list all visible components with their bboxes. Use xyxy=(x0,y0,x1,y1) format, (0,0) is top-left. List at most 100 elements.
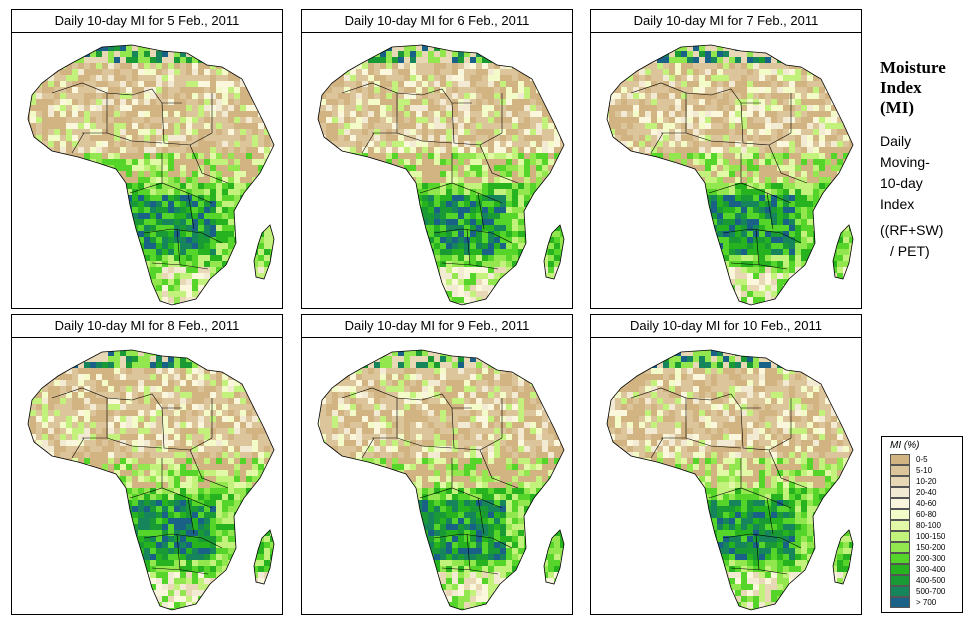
desc-line: Daily xyxy=(880,133,912,149)
legend-label: 100-150 xyxy=(916,532,946,541)
country-border xyxy=(106,393,182,409)
country-border xyxy=(143,228,223,244)
africa-map xyxy=(606,349,854,611)
legend-title: MI (%) xyxy=(890,440,920,451)
panel-title: Daily 10-day MI for 6 Feb., 2011 xyxy=(302,10,572,33)
country-border xyxy=(51,82,108,133)
country-border xyxy=(479,144,519,184)
panel-title: Daily 10-day MI for 5 Feb., 2011 xyxy=(12,10,282,33)
country-border xyxy=(466,228,471,266)
legend-label: 40-60 xyxy=(916,499,937,508)
country-border xyxy=(722,228,802,244)
legend-label: 150-200 xyxy=(916,543,946,552)
legend-label: 60-80 xyxy=(916,510,937,519)
legend-swatch xyxy=(890,564,910,575)
country-border xyxy=(477,192,485,230)
legend-swatch xyxy=(890,597,910,608)
country-border xyxy=(419,182,503,204)
moisture-raster xyxy=(607,350,853,610)
moisture-raster xyxy=(607,45,853,305)
africa-outline xyxy=(606,349,854,611)
legend-label: 400-500 xyxy=(916,576,946,585)
legend-swatch xyxy=(890,487,910,498)
country-border xyxy=(143,533,223,549)
country-border xyxy=(451,407,503,451)
country-border xyxy=(176,228,181,266)
country-border xyxy=(82,132,163,144)
country-border xyxy=(630,82,687,133)
legend-label: 80-100 xyxy=(916,521,941,530)
legend-label: 20-40 xyxy=(916,488,937,497)
legend: MI (%) 0-5 5-10 10-20 20-40 40-60 60-80 80-100… xyxy=(881,436,963,613)
formula-line: ((RF+SW) xyxy=(880,222,944,238)
legend-swatch xyxy=(890,498,910,509)
legend-label: 200-300 xyxy=(916,554,946,563)
legend-label: 300-400 xyxy=(916,565,946,574)
legend-swatch xyxy=(890,542,910,553)
legend-swatch xyxy=(890,465,910,476)
desc-line: 10-day xyxy=(880,175,923,191)
africa-map xyxy=(317,349,565,611)
country-border xyxy=(396,393,472,409)
side-title-line: Index xyxy=(880,78,922,97)
africa-outline xyxy=(606,44,854,306)
side-title-line: Moisture xyxy=(880,58,946,77)
legend-label: > 700 xyxy=(916,598,937,607)
country-border xyxy=(151,567,209,575)
country-border xyxy=(685,88,761,104)
country-border xyxy=(755,228,760,266)
country-border xyxy=(187,497,195,535)
map-panel-3: Daily 10-day MI for 7 Feb., 2011 xyxy=(590,9,862,309)
desc-line: Index xyxy=(880,196,915,212)
country-border xyxy=(730,262,788,270)
legend-label: 0-5 xyxy=(916,455,928,464)
country-border xyxy=(708,182,792,204)
country-border xyxy=(187,192,195,230)
country-border xyxy=(768,144,808,184)
country-border xyxy=(433,228,513,244)
country-border xyxy=(176,533,181,571)
panel-title: Daily 10-day MI for 10 Feb., 2011 xyxy=(591,315,861,338)
country-border xyxy=(441,567,499,575)
legend-swatch xyxy=(890,520,910,531)
country-border xyxy=(161,102,213,146)
side-title: Moisture Index (MI) xyxy=(880,58,946,118)
country-border xyxy=(766,192,774,230)
country-border xyxy=(768,449,808,489)
country-border xyxy=(661,437,742,449)
africa-outline xyxy=(27,349,275,611)
country-border xyxy=(189,144,229,184)
country-border xyxy=(106,88,182,104)
moisture-raster xyxy=(318,45,564,305)
country-border xyxy=(477,497,485,535)
africa-map xyxy=(317,44,565,306)
country-border xyxy=(451,102,503,146)
side-title-line: (MI) xyxy=(880,98,914,117)
moisture-raster xyxy=(28,350,274,610)
panel-title: Daily 10-day MI for 8 Feb., 2011 xyxy=(12,315,282,338)
map-panel-4: Daily 10-day MI for 8 Feb., 2011 xyxy=(11,314,283,615)
africa-map xyxy=(606,44,854,306)
legend-label: 500-700 xyxy=(916,587,946,596)
panel-title: Daily 10-day MI for 7 Feb., 2011 xyxy=(591,10,861,33)
country-border xyxy=(396,88,472,104)
map-panel-1: Daily 10-day MI for 5 Feb., 2011 xyxy=(11,9,283,309)
country-border xyxy=(341,387,398,438)
legend-swatch xyxy=(890,509,910,520)
moisture-raster xyxy=(318,350,564,610)
country-border xyxy=(82,437,163,449)
country-border xyxy=(372,437,453,449)
formula-line: / PET) xyxy=(890,243,930,259)
africa-map xyxy=(27,44,275,306)
country-border xyxy=(479,449,519,489)
legend-label: 10-20 xyxy=(916,477,937,486)
country-border xyxy=(730,567,788,575)
country-border xyxy=(341,82,398,133)
country-border xyxy=(151,262,209,270)
legend-swatch xyxy=(890,553,910,564)
country-border xyxy=(441,262,499,270)
legend-label: 5-10 xyxy=(916,466,933,475)
map-panel-5: Daily 10-day MI for 9 Feb., 2011 xyxy=(301,314,573,615)
map-panel-6: Daily 10-day MI for 10 Feb., 2011 xyxy=(590,314,862,615)
legend-swatch xyxy=(890,575,910,586)
